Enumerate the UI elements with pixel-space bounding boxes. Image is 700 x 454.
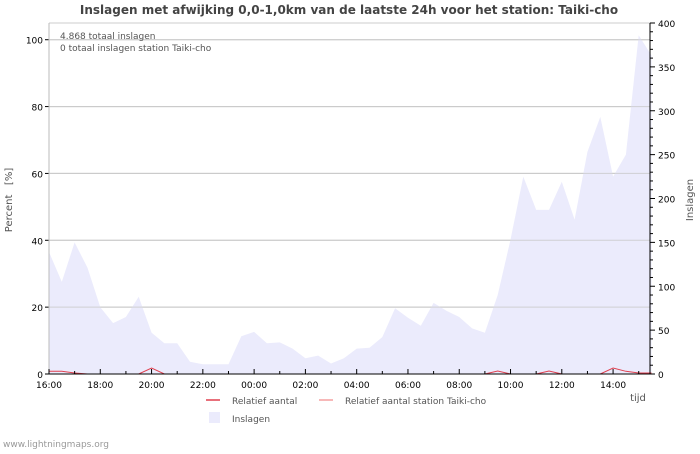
chart-title: Inslagen met afwijking 0,0-1,0km van de … (80, 3, 618, 17)
x-tick-label: 18:00 (87, 381, 113, 391)
legend-label-station: Relatief aantal station Taiki-cho (345, 397, 487, 407)
y-left-tick-label: 60 (32, 170, 44, 180)
legend-swatch-inslagen (209, 412, 220, 423)
x-tick-label: 04:00 (344, 381, 370, 391)
footer-link[interactable]: www.lightningmaps.org (3, 440, 109, 450)
y-right-tick-label: 100 (658, 283, 675, 293)
x-tick-label: 00:00 (241, 381, 267, 391)
y-left-label: Percent [%] (4, 168, 15, 233)
y-right-tick-label: 250 (658, 152, 675, 162)
y-right-tick-label: 0 (658, 371, 664, 381)
x-tick-label: 14:00 (600, 381, 626, 391)
y-right-tick-label: 300 (658, 108, 675, 118)
x-tick-label: 02:00 (292, 381, 318, 391)
x-axis-label: tijd (630, 393, 646, 404)
inslagen-area (49, 35, 652, 375)
y-right-tick-label: 400 (658, 20, 675, 30)
y-left-tick-label: 80 (32, 104, 44, 114)
annotation-total: 4.868 totaal inslagen (60, 32, 155, 42)
x-tick-label: 20:00 (139, 381, 165, 391)
x-tick-label: 10:00 (498, 381, 524, 391)
y-right-tick-label: 200 (658, 196, 675, 206)
y-left-tick-label: 100 (26, 37, 43, 47)
y-right-tick-label: 150 (658, 239, 675, 249)
legend-label-relatief: Relatief aantal (232, 397, 297, 407)
y-right-label: Inslagen (685, 179, 696, 221)
legend: Relatief aantal Relatief aantal station … (206, 397, 487, 425)
x-tick-label: 06:00 (395, 381, 421, 391)
annotation-station: 0 totaal inslagen station Taiki-cho (60, 44, 212, 54)
y-left-tick-label: 0 (37, 371, 43, 381)
y-left-tick-label: 40 (32, 237, 44, 247)
y-left-tick-label: 20 (32, 304, 44, 314)
x-tick-label: 12:00 (549, 381, 575, 391)
x-tick-label: 22:00 (190, 381, 216, 391)
x-tick-label: 08:00 (446, 381, 472, 391)
x-tick-label: 16:00 (36, 381, 62, 391)
legend-label-inslagen: Inslagen (232, 415, 270, 425)
y-right-tick-label: 50 (658, 327, 670, 337)
y-right-tick-label: 350 (658, 64, 675, 74)
